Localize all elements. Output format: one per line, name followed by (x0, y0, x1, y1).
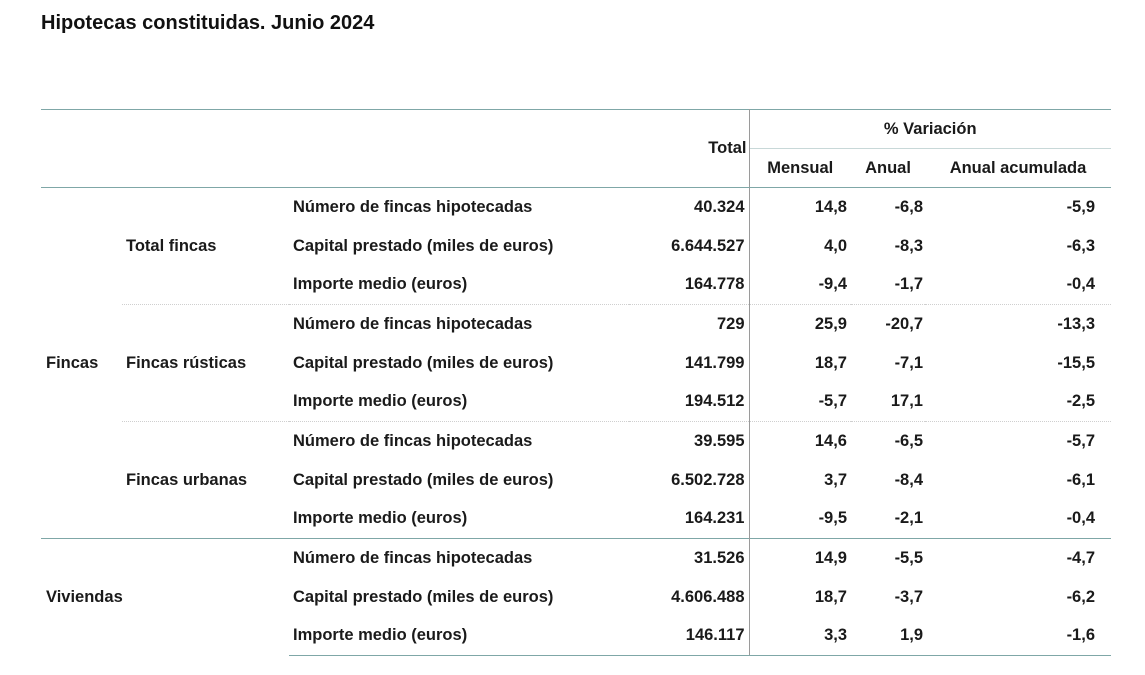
cell-anual: -8,4 (894, 470, 923, 489)
cell-total: 141.799 (629, 343, 750, 383)
indicator-label: Importe medio (euros) (293, 275, 468, 294)
indicator-label: Capital prestado (miles de euros) (293, 236, 554, 255)
cell-mensual: 25,9 (749, 304, 851, 344)
indicator-label: Importe medio (euros) (293, 509, 468, 528)
cell-anual: -6,5 (851, 421, 925, 461)
cell-anual: -8,3 (894, 236, 923, 255)
subgroup-label-total-fincas: Total fincas (126, 236, 217, 255)
indicator-label: Número de fincas hipotecadas (289, 538, 629, 578)
cell-anual: 17,1 (890, 392, 923, 411)
cell-mensual: -9,5 (818, 509, 847, 528)
cell-mensual: 14,9 (749, 538, 851, 578)
header-blank-3 (289, 109, 629, 188)
cell-mensual: -9,4 (818, 275, 847, 294)
cell-total: 146.117 (629, 616, 750, 657)
cell-mensual: -5,7 (818, 392, 847, 411)
cell-anual: 1,9 (851, 616, 925, 657)
mortgage-table: Total % Variación Mensual Anual Anual ac… (41, 109, 1111, 657)
indicator-label: Importe medio (euros) (293, 392, 468, 411)
cell-mensual: 18,7 (814, 587, 847, 606)
header-anual: Anual (851, 148, 925, 188)
header-blank-2 (122, 109, 289, 188)
cell-anual: -1,7 (894, 275, 923, 294)
page-title: Hipotecas constituidas. Junio 2024 (41, 12, 375, 34)
header-total: Total (629, 109, 750, 188)
header-mensual: Mensual (749, 148, 851, 188)
cell-anual-acumulada: -6,1 (1066, 470, 1095, 489)
group-label-fincas: Fincas (46, 353, 99, 372)
cell-mensual: 3,3 (749, 616, 851, 657)
cell-anual-acumulada: -13,3 (925, 304, 1111, 344)
cell-anual-acumulada: -15,5 (1057, 353, 1095, 372)
cell-mensual: 3,7 (824, 470, 847, 489)
cell-anual-acumulada: -0,4 (1066, 275, 1095, 294)
cell-anual-acumulada: -5,9 (1066, 197, 1095, 216)
cell-mensual: 14,6 (749, 421, 851, 461)
cell-mensual: 14,8 (814, 197, 847, 216)
indicator-label: Número de fincas hipotecadas (289, 421, 629, 461)
cell-anual: -2,1 (894, 509, 923, 528)
cell-anual-acumulada: -6,3 (1066, 236, 1095, 255)
cell-anual: -3,7 (894, 587, 923, 606)
subgroup-label-fincas-rusticas: Fincas rústicas (122, 304, 289, 422)
header-variacion: % Variación (749, 109, 1111, 149)
cell-total: 164.231 (629, 499, 750, 539)
indicator-label: Importe medio (euros) (289, 616, 629, 657)
cell-anual-acumulada: -6,2 (1066, 587, 1095, 606)
cell-total: 31.526 (629, 538, 750, 578)
indicator-label: Capital prestado (miles de euros) (293, 353, 554, 372)
cell-anual: -5,5 (851, 538, 925, 578)
indicator-label: Número de fincas hipotecadas (293, 197, 533, 216)
cell-anual-acumulada: -5,7 (925, 421, 1111, 461)
subgroup-label-fincas-urbanas: Fincas urbanas (122, 421, 289, 539)
cell-anual-acumulada: -0,4 (1066, 509, 1095, 528)
indicator-label: Capital prestado (miles de euros) (293, 470, 554, 489)
cell-total: 6.502.728 (629, 460, 750, 500)
cell-anual-acumulada: -4,7 (925, 538, 1111, 578)
indicator-label: Capital prestado (miles de euros) (293, 587, 554, 606)
header-anual-acumulada: Anual acumulada (925, 148, 1111, 188)
cell-total: 164.778 (629, 265, 750, 305)
cell-mensual: 4,0 (824, 236, 847, 255)
cell-anual-acumulada: -1,6 (925, 616, 1111, 657)
cell-total: 6.644.527 (629, 226, 750, 266)
cell-total: 40.324 (629, 187, 750, 227)
cell-total: 194.512 (629, 382, 750, 422)
indicator-label: Número de fincas hipotecadas (289, 304, 629, 344)
cell-anual: -20,7 (851, 304, 925, 344)
cell-total: 729 (629, 304, 750, 344)
cell-anual-acumulada: -2,5 (1066, 392, 1095, 411)
group-label-viviendas: Viviendas (41, 538, 289, 656)
cell-total: 4.606.488 (629, 577, 750, 617)
cell-anual: -7,1 (894, 353, 923, 372)
header-blank-1 (41, 109, 122, 188)
cell-mensual: 18,7 (814, 353, 847, 372)
cell-total: 39.595 (629, 421, 750, 461)
cell-anual: -6,8 (894, 197, 923, 216)
